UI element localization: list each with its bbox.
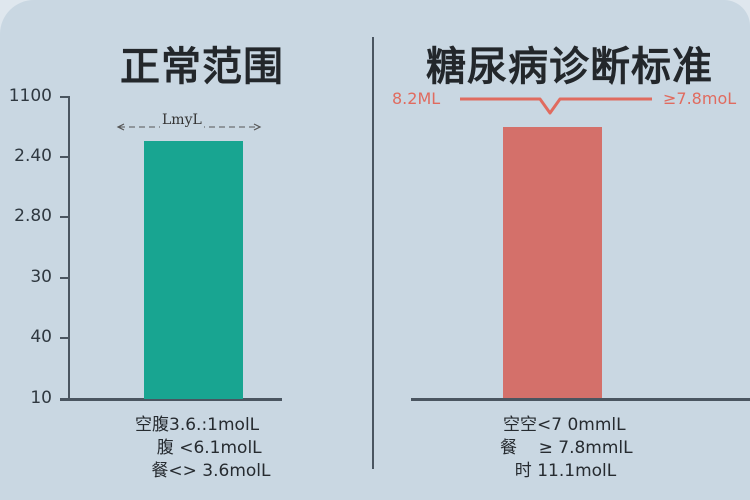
normal-caption-line: 腹 <6.1molL <box>146 438 262 458</box>
y-tick <box>60 96 68 98</box>
normal-range-title: 正常范围 <box>120 44 284 90</box>
diabetes-bar <box>503 127 602 399</box>
normal-range-bar <box>144 141 243 399</box>
y-tick-label: 10 <box>30 388 52 408</box>
y-tick <box>60 277 68 279</box>
y-tick-label: 1100 <box>8 86 52 106</box>
right-threshold-label: ≥7.8moL <box>663 89 737 108</box>
y-tick <box>60 156 68 158</box>
y-tick-label: 30 <box>30 267 52 287</box>
diabetes-caption-line: 时 11.1molL <box>504 461 617 481</box>
panel-divider <box>372 37 374 469</box>
y-tick-label: 40 <box>30 327 52 347</box>
threshold-brace-icon <box>460 97 652 115</box>
normal-caption-line: 餐<> 3.6molL <box>146 461 271 481</box>
y-tick <box>60 337 68 339</box>
bar-unit-annotation: LmyL <box>160 112 204 128</box>
left-x-axis <box>60 398 282 401</box>
diabetes-caption-line: 餐 ≥ 7.8mmlL <box>500 438 633 458</box>
diabetes-caption-line: 空空<7 0mmlL <box>503 415 626 435</box>
y-tick <box>60 216 68 218</box>
normal-caption-line: 空腹3.6.:1molL <box>135 415 260 435</box>
y-tick-label: 2.40 <box>14 146 52 166</box>
left-y-axis <box>68 96 70 400</box>
y-tick-label: 2.80 <box>14 206 52 226</box>
left-threshold-label: 8.2ML <box>392 89 441 108</box>
diabetes-criteria-title: 糖尿病诊断标准 <box>426 44 713 90</box>
right-x-axis <box>411 398 750 401</box>
